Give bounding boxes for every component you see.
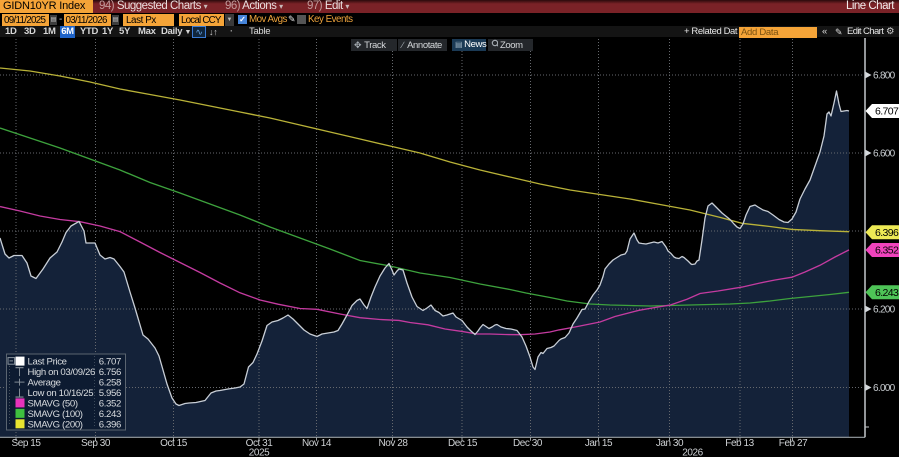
svg-text:Nov 14: Nov 14: [302, 438, 332, 449]
svg-text:SMAVG (100): SMAVG (100): [28, 409, 83, 420]
svg-text:Feb 13: Feb 13: [725, 438, 754, 449]
svg-text:Oct 15: Oct 15: [160, 438, 188, 449]
svg-text:6.396: 6.396: [875, 227, 899, 239]
svg-text:2026: 2026: [682, 448, 703, 457]
svg-text:6.707: 6.707: [99, 357, 121, 368]
svg-text:6.600: 6.600: [873, 149, 896, 160]
svg-text:6.200: 6.200: [873, 305, 896, 316]
svg-text:SMAVG (50): SMAVG (50): [28, 398, 78, 409]
svg-text:Oct 31: Oct 31: [246, 438, 274, 449]
svg-text:Jan 15: Jan 15: [585, 438, 613, 449]
svg-text:5.956: 5.956: [99, 388, 121, 399]
svg-text:Nov 28: Nov 28: [379, 438, 409, 449]
svg-text:6.756: 6.756: [99, 367, 121, 378]
svg-text:Dec 15: Dec 15: [448, 438, 478, 449]
svg-text:High on 03/09/26: High on 03/09/26: [28, 367, 95, 378]
svg-text:Last Price: Last Price: [28, 357, 67, 368]
svg-text:SMAVG (200): SMAVG (200): [28, 419, 83, 430]
svg-text:Jan 30: Jan 30: [656, 438, 684, 449]
svg-text:Low on 10/16/25: Low on 10/16/25: [28, 388, 94, 399]
svg-text:2025: 2025: [249, 448, 270, 457]
svg-text:Sep 30: Sep 30: [81, 438, 111, 449]
svg-text:6.352: 6.352: [875, 245, 899, 257]
svg-text:6.000: 6.000: [873, 383, 896, 394]
svg-text:6.243: 6.243: [99, 409, 121, 420]
svg-text:6.800: 6.800: [873, 71, 896, 82]
svg-text:Average: Average: [28, 378, 61, 389]
svg-text:Feb 27: Feb 27: [779, 438, 808, 449]
svg-text:6.352: 6.352: [99, 398, 121, 409]
svg-text:6.707: 6.707: [875, 106, 899, 118]
svg-text:Sep 15: Sep 15: [12, 438, 42, 449]
svg-text:6.258: 6.258: [99, 378, 121, 389]
svg-text:6.243: 6.243: [875, 287, 899, 299]
svg-text:Dec 30: Dec 30: [513, 438, 543, 449]
svg-text:6.396: 6.396: [99, 419, 121, 430]
